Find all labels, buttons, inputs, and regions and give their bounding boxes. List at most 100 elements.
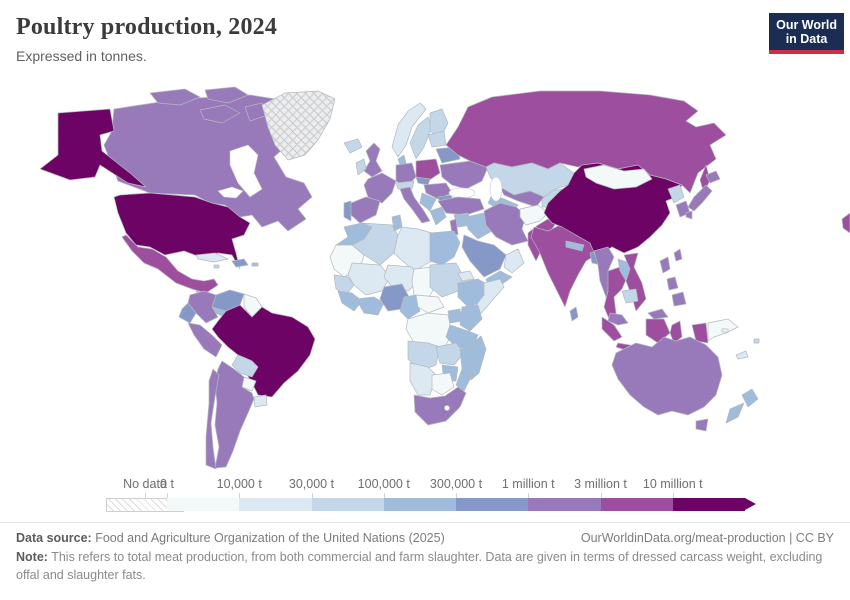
country-zambia[interactable]	[435, 342, 465, 366]
world-map[interactable]	[0, 85, 850, 475]
country-ireland[interactable]	[355, 158, 367, 176]
country-nepal[interactable]	[565, 240, 585, 252]
country-south-africa[interactable]	[413, 386, 467, 426]
country-ecuador[interactable]	[178, 302, 197, 324]
country-indonesia-sumatra[interactable]	[601, 316, 623, 342]
legend-bin-swatch[interactable]	[383, 498, 456, 511]
country-uganda[interactable]	[447, 308, 463, 324]
country-spain[interactable]	[350, 196, 381, 224]
legend-bin-swatch[interactable]	[600, 498, 673, 511]
country-philippines-luzon[interactable]	[659, 256, 671, 274]
country-ivory-ghana[interactable]	[355, 296, 385, 316]
country-egypt[interactable]	[429, 230, 461, 266]
legend-no-data-label: No data	[123, 477, 167, 491]
legend-bin-swatch[interactable]	[311, 498, 384, 511]
country-iceland[interactable]	[343, 138, 363, 154]
country-baltics[interactable]	[427, 130, 447, 148]
country-botswana[interactable]	[431, 372, 455, 396]
country-senegal[interactable]	[333, 274, 355, 296]
country-solomon-islands[interactable]	[721, 328, 729, 333]
country-australia[interactable]	[611, 336, 723, 416]
country-china[interactable]	[543, 162, 683, 258]
country-indonesia-sulawesi[interactable]	[669, 320, 683, 344]
country-oman[interactable]	[503, 248, 525, 274]
country-portugal[interactable]	[343, 200, 352, 222]
legend-scale: 0 t 10,000 t 30,000 t 100,000 t 300,000 t 1 m…	[160, 477, 787, 517]
country-cuba[interactable]	[195, 252, 229, 263]
country-namibia[interactable]	[409, 362, 437, 396]
legend-bin-swatch[interactable]	[456, 498, 529, 511]
country-mali[interactable]	[347, 262, 391, 296]
country-madagascar[interactable]	[468, 335, 487, 381]
caspian-sea	[489, 176, 503, 202]
country-france[interactable]	[363, 172, 397, 204]
country-uk[interactable]	[363, 142, 383, 178]
country-new-zealand-south[interactable]	[725, 402, 745, 424]
country-cambodia[interactable]	[621, 288, 639, 304]
country-italy[interactable]	[399, 186, 431, 224]
country-puerto-rico[interactable]	[251, 262, 259, 267]
country-mexico[interactable]	[121, 234, 219, 294]
country-tunisia[interactable]	[391, 214, 403, 232]
country-greece[interactable]	[429, 206, 447, 226]
country-philippines-visayas[interactable]	[666, 276, 679, 291]
legend-no-data-tick	[145, 493, 146, 498]
country-north-korea[interactable]	[667, 184, 685, 204]
country-turkey[interactable]	[437, 196, 485, 216]
country-brazil[interactable]	[211, 304, 316, 398]
country-taiwan[interactable]	[673, 248, 683, 262]
country-iran[interactable]	[483, 202, 529, 246]
country-uzbekistan[interactable]	[499, 186, 545, 208]
country-malaysia[interactable]	[607, 312, 629, 326]
country-libya[interactable]	[393, 226, 433, 272]
legend-bin-swatch[interactable]	[528, 498, 601, 511]
owid-link[interactable]: OurWorldinData.org/meat-production | CC …	[580, 531, 834, 545]
country-usa-alaska[interactable]	[39, 108, 147, 188]
legend-bin-swatch[interactable]	[672, 498, 745, 511]
country-central-african-republic[interactable]	[415, 294, 445, 314]
country-saudi-arabia[interactable]	[461, 234, 507, 278]
legend-bin-swatch[interactable]	[239, 498, 312, 511]
country-bolivia[interactable]	[231, 354, 259, 378]
country-vietnam[interactable]	[623, 252, 647, 312]
country-fiji[interactable]	[753, 338, 760, 344]
country-poland[interactable]	[415, 158, 441, 182]
legend-bin-swatch[interactable]	[167, 498, 240, 511]
country-japan-kyushu[interactable]	[685, 210, 693, 220]
country-new-zealand-north[interactable]	[741, 388, 759, 408]
legend-no-data[interactable]: No data	[106, 477, 184, 517]
country-chile[interactable]	[205, 368, 220, 470]
country-cameroon[interactable]	[399, 294, 421, 320]
country-angola[interactable]	[407, 340, 441, 372]
country-canada-arctic3[interactable]	[199, 104, 241, 124]
country-uruguay[interactable]	[253, 394, 268, 408]
note-label: Note:	[16, 550, 48, 564]
country-jamaica[interactable]	[213, 264, 220, 269]
country-eritrea[interactable]	[457, 270, 475, 282]
country-indonesia-papua[interactable]	[691, 322, 709, 344]
country-denmark[interactable]	[397, 154, 407, 166]
owid-logo[interactable]: Our World in Data	[769, 13, 844, 54]
country-mongolia[interactable]	[583, 164, 653, 190]
country-kenya[interactable]	[459, 304, 483, 332]
country-hispaniola[interactable]	[231, 258, 249, 268]
country-australia-tasmania[interactable]	[695, 418, 709, 432]
legend-bin-label: 3 million t	[574, 477, 627, 491]
country-greenland[interactable]	[261, 90, 336, 161]
country-somalia[interactable]	[475, 278, 505, 318]
country-guinea[interactable]	[337, 290, 363, 312]
country-russia-east[interactable]	[841, 212, 850, 234]
country-canada-arctic2[interactable]	[204, 86, 249, 104]
country-philippines-mindanao[interactable]	[671, 291, 687, 307]
country-peru[interactable]	[187, 322, 223, 358]
country-new-caledonia[interactable]	[735, 350, 749, 360]
country-japan-honshu[interactable]	[687, 184, 713, 212]
country-afghanistan[interactable]	[519, 204, 549, 226]
country-canada-arctic1[interactable]	[149, 88, 201, 106]
country-malaysia-borneo[interactable]	[647, 308, 669, 320]
country-sri-lanka[interactable]	[569, 306, 579, 322]
country-japan-hokkaido[interactable]	[705, 170, 721, 184]
country-niger[interactable]	[383, 264, 421, 292]
country-argentina[interactable]	[214, 360, 255, 469]
country-norway[interactable]	[391, 102, 427, 158]
